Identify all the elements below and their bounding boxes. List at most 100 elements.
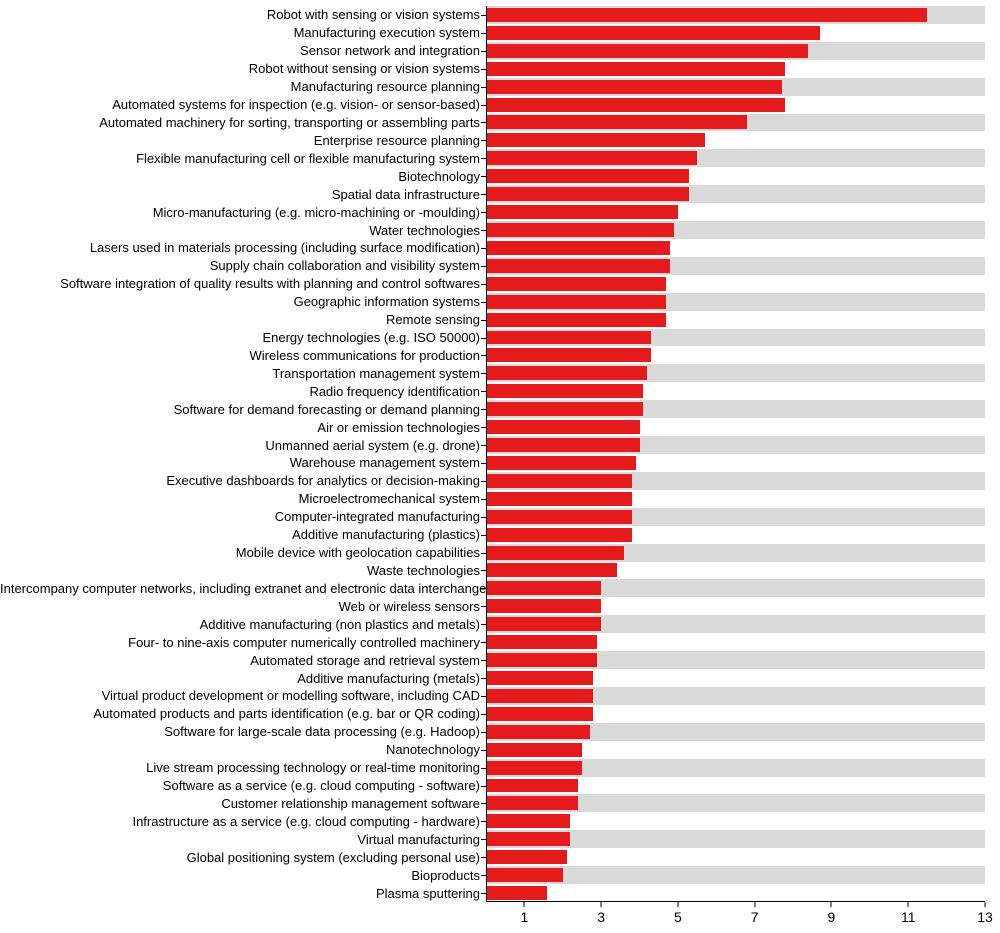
bar-row: [486, 96, 985, 114]
bar: [486, 581, 601, 595]
y-tick-mark: [481, 284, 486, 285]
y-tick-mark: [481, 786, 486, 787]
bar-row: [486, 562, 985, 580]
y-tick-mark: [481, 355, 486, 356]
x-tick-mark: [677, 902, 678, 907]
y-tick-mark: [481, 463, 486, 464]
y-tick-mark: [481, 588, 486, 589]
bar: [486, 707, 593, 721]
bar: [486, 205, 678, 219]
y-tick-mark: [481, 320, 486, 321]
bar: [486, 653, 597, 667]
bar-row: [486, 346, 985, 364]
x-tick-mark: [831, 902, 832, 907]
y-tick-mark: [481, 266, 486, 267]
y-axis-label: Lasers used in materials processing (inc…: [0, 241, 480, 254]
y-axis-label: Executive dashboards for analytics or de…: [0, 474, 480, 487]
y-axis-label: Nanotechnology: [0, 743, 480, 756]
y-tick-mark: [481, 517, 486, 518]
y-axis-label: Virtual manufacturing: [0, 833, 480, 846]
bar: [486, 133, 705, 147]
bar-row: [486, 239, 985, 257]
y-tick-mark: [481, 33, 486, 34]
bar: [486, 259, 670, 273]
y-tick-mark: [481, 839, 486, 840]
y-tick-mark: [481, 445, 486, 446]
bar-row: [486, 382, 985, 400]
bar: [486, 456, 636, 470]
bar: [486, 313, 666, 327]
bar: [486, 8, 927, 22]
y-axis-label: Remote sensing: [0, 313, 480, 326]
bar: [486, 510, 632, 524]
y-axis-label: Mobile device with geolocation capabilit…: [0, 546, 480, 559]
bar: [486, 98, 785, 112]
bar: [486, 725, 590, 739]
bar: [486, 546, 624, 560]
bar: [486, 115, 747, 129]
bar-row: [486, 167, 985, 185]
bar-row: [486, 759, 985, 777]
y-axis-label: Automated machinery for sorting, transpo…: [0, 116, 480, 129]
x-tick-label: 11: [901, 910, 916, 924]
bar: [486, 796, 578, 810]
y-tick-mark: [481, 875, 486, 876]
bar: [486, 44, 808, 58]
bar-row: [486, 741, 985, 759]
y-axis-line: [486, 6, 487, 902]
bar-row: [486, 114, 985, 132]
bar: [486, 366, 647, 380]
x-tick-label: 1: [520, 910, 528, 924]
y-axis-label: Infrastructure as a service (e.g. cloud …: [0, 815, 480, 828]
y-tick-mark: [481, 768, 486, 769]
bar-row: [486, 866, 985, 884]
bar: [486, 761, 582, 775]
bar: [486, 671, 593, 685]
y-axis-label: Unmanned aerial system (e.g. drone): [0, 439, 480, 452]
bar-row: [486, 705, 985, 723]
bar-row: [486, 812, 985, 830]
x-tick-label: 9: [828, 910, 836, 924]
y-tick-mark: [481, 230, 486, 231]
y-tick-mark: [481, 678, 486, 679]
bar-row: [486, 794, 985, 812]
bar: [486, 617, 601, 631]
plot-area: [486, 6, 985, 902]
bar: [486, 169, 689, 183]
y-tick-mark: [481, 732, 486, 733]
y-tick-mark: [481, 87, 486, 88]
y-tick-mark: [481, 714, 486, 715]
y-axis-label: Plasma sputtering: [0, 887, 480, 900]
y-axis-label: Robot without sensing or vision systems: [0, 62, 480, 75]
bar: [486, 26, 820, 40]
y-axis-label: Software for demand forecasting or deman…: [0, 403, 480, 416]
x-tick-mark: [908, 902, 909, 907]
bar-row: [486, 687, 985, 705]
y-axis-label: Customer relationship management softwar…: [0, 797, 480, 810]
bars-container: [486, 6, 985, 902]
bar: [486, 528, 632, 542]
x-tick-mark: [985, 902, 986, 907]
y-tick-mark: [481, 338, 486, 339]
bar: [486, 384, 643, 398]
y-tick-mark: [481, 158, 486, 159]
y-axis-label: Automated storage and retrieval system: [0, 654, 480, 667]
bar: [486, 438, 640, 452]
y-tick-mark: [481, 553, 486, 554]
bar-row: [486, 42, 985, 60]
bar: [486, 599, 601, 613]
y-axis-label: Transportation management system: [0, 367, 480, 380]
y-axis-label: Energy technologies (e.g. ISO 50000): [0, 331, 480, 344]
x-tick-label: 3: [597, 910, 605, 924]
bar: [486, 348, 651, 362]
y-tick-mark: [481, 821, 486, 822]
bar-row: [486, 78, 985, 96]
bar: [486, 886, 547, 900]
bar: [486, 492, 632, 506]
y-axis-label: Micro-manufacturing (e.g. micro-machinin…: [0, 206, 480, 219]
y-tick-mark: [481, 373, 486, 374]
y-tick-mark: [481, 499, 486, 500]
y-axis-labels: Robot with sensing or vision systemsManu…: [0, 6, 480, 902]
y-tick-mark: [481, 194, 486, 195]
y-tick-mark: [481, 391, 486, 392]
